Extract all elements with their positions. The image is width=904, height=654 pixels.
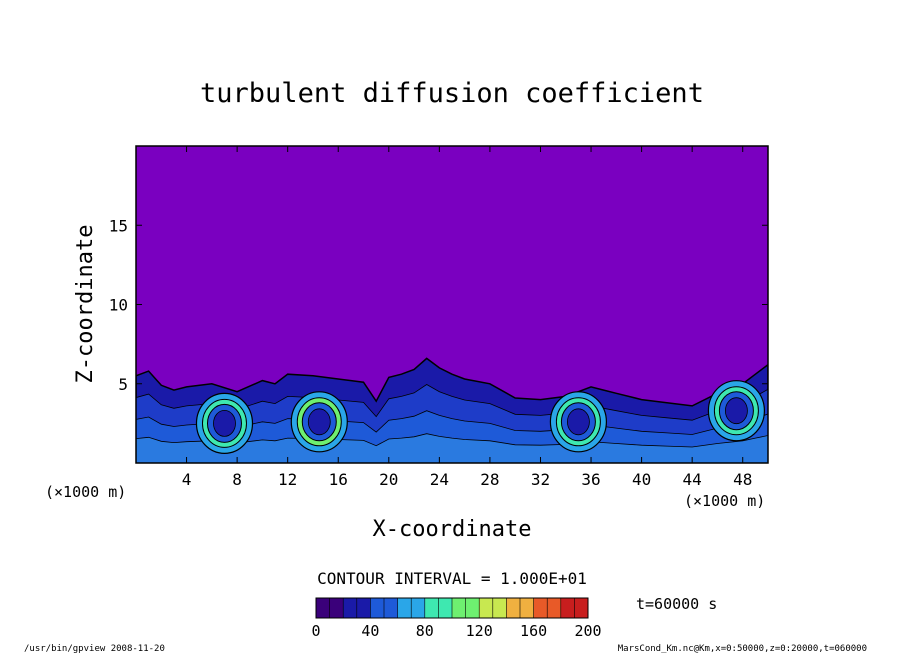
x-tick-label: 8 [232, 470, 242, 489]
colorbar-segment [384, 598, 399, 618]
y-tick-label: 15 [109, 216, 128, 235]
footer-left: /usr/bin/gpview 2008-11-20 [24, 644, 165, 654]
x-tick-label: 32 [531, 470, 550, 489]
colorbar-segment [465, 598, 480, 618]
colorbar-tick-label: 80 [416, 622, 434, 640]
colorbar-segment [506, 598, 521, 618]
x-tick-label: 4 [182, 470, 192, 489]
colorbar-segment [520, 598, 535, 618]
x-tick-label: 48 [733, 470, 752, 489]
colorbar-segment [479, 598, 494, 618]
x-tick-label: 36 [581, 470, 600, 489]
x-unit-left: (×1000 m) [45, 483, 126, 501]
eddy [195, 392, 254, 454]
x-tick-label: 40 [632, 470, 651, 489]
colorbar-frame [315, 597, 589, 619]
colorbar-segment [316, 598, 331, 618]
colorbar-segment [424, 598, 439, 618]
y-axis-ticks: 5 10 15 [109, 216, 768, 394]
x-tick-label: 28 [480, 470, 499, 489]
colorbar-segment [533, 598, 548, 618]
colorbar-tick-label: 40 [361, 622, 379, 640]
colorbar-tick-label: 200 [574, 622, 601, 640]
eddy [549, 391, 608, 453]
x-tick-label: 24 [430, 470, 449, 489]
y-tick-label: 10 [109, 296, 128, 315]
eddy [290, 391, 348, 453]
colorbar-segment [397, 598, 412, 618]
colorbar-segment [560, 598, 575, 618]
y-tick-label: 5 [118, 375, 128, 394]
colorbar-segment [411, 598, 426, 618]
colorbar-segment [343, 598, 358, 618]
x-tick-label: 12 [278, 470, 297, 489]
colorbar [315, 597, 589, 619]
x-axis-ticks: 4 8 12 16 20 24 28 32 36 40 44 48 [182, 146, 752, 489]
colorbar-ticks: 0 40 80 120 160 200 [311, 622, 601, 640]
chart-title: turbulent diffusion coefficient [200, 78, 704, 109]
eddy [707, 380, 766, 442]
plot-area [135, 145, 769, 464]
x-axis-label: X-coordinate [373, 517, 532, 542]
colorbar-segment [547, 598, 562, 618]
y-axis-label: Z-coordinate [73, 225, 98, 384]
time-label: t=60000 s [636, 595, 717, 613]
colorbar-segment [438, 598, 453, 618]
colorbar-segment [370, 598, 385, 618]
colorbar-segment [574, 598, 589, 618]
colorbar-tick-label: 160 [520, 622, 547, 640]
colorbar-tick-label: 0 [311, 622, 320, 640]
colorbar-segment [356, 598, 371, 618]
x-tick-label: 16 [329, 470, 348, 489]
colorbar-segment [492, 598, 507, 618]
x-unit-right: (×1000 m) [684, 492, 765, 510]
contour-interval: CONTOUR INTERVAL = 1.000E+01 [317, 569, 587, 588]
x-tick-label: 44 [683, 470, 702, 489]
colorbar-segment [452, 598, 467, 618]
footer-right: MarsCond_Km.nc@Km,x=0:50000,z=0:20000,t=… [618, 644, 867, 654]
colorbar-segment [329, 598, 344, 618]
colorbar-tick-label: 120 [466, 622, 493, 640]
x-tick-label: 20 [379, 470, 398, 489]
